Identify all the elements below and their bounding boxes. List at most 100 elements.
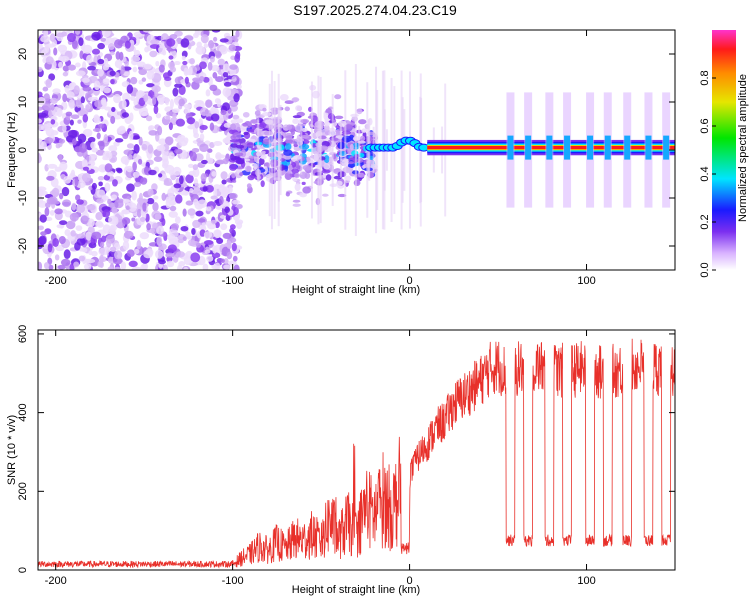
spectrogram-noise-blob (166, 111, 175, 116)
spectrogram-noise-blob (87, 136, 96, 143)
spectrogram-noise-blob (145, 213, 150, 223)
spectrogram-noise-blob (146, 83, 155, 88)
spectrogram-noise-blob (48, 264, 54, 270)
spectrogram-noise-blob (97, 42, 105, 50)
spectrogram-noise-blob (175, 194, 183, 204)
spectrogram-noise-blob (76, 204, 86, 214)
spectrogram-noise-blob (136, 239, 142, 250)
spectrogram-turbulence-blob (322, 173, 327, 179)
spectrogram-noise-blob (230, 80, 240, 86)
spectrogram-noise-blob (151, 183, 158, 191)
spectrogram-noise-blob (74, 62, 81, 68)
spectrogram-noise-blob (118, 198, 124, 203)
colorbar-ticks: 0.0 0.2 0.4 0.6 0.8 (699, 70, 716, 278)
spectrogram-turbulence-blob (263, 166, 268, 174)
spectrogram-noise-blob (199, 133, 205, 141)
spectrogram-noise-blob (215, 204, 223, 210)
spectrogram-streak (279, 104, 282, 196)
spectrogram-noise-blob (38, 66, 43, 73)
spectrogram-noise-blob (210, 195, 218, 200)
spectrogram-turbulence-blob (292, 176, 298, 182)
spectrogram-noise-blob (155, 60, 160, 67)
spectrogram-noise-blob (191, 147, 200, 153)
spectrogram-turbulence-blob (239, 172, 244, 176)
spectrogram-noise-blob (112, 257, 123, 265)
spectrogram-noise-blob (49, 33, 56, 42)
spectrogram-turbulence-blob (313, 153, 319, 162)
snr-frame (37, 329, 676, 571)
spectrogram-noise-blob (102, 156, 108, 161)
spectrogram-noise-blob (191, 227, 196, 235)
spectrogram-noise-blob (47, 110, 53, 118)
spectrogram-noise-blob (62, 71, 69, 77)
spectrogram-streak (339, 122, 342, 178)
spectrogram-noise-blob (40, 35, 50, 43)
snr-series-line (38, 338, 675, 569)
spectrogram-noise-blob (145, 115, 153, 122)
snr-ytick-label: 0 (17, 567, 29, 573)
spectrogram-noise-blob (111, 106, 116, 113)
spectrogram-noise-blob (209, 55, 215, 63)
spectrogram-noise-blob (59, 161, 68, 171)
spectrogram-noise-blob (193, 198, 199, 206)
spectrogram-noise-blob (81, 159, 88, 167)
spectrogram-noise-blob (85, 104, 90, 112)
spectrogram-noise-blob (209, 142, 215, 149)
spectrogram-turbulence-blob (323, 112, 330, 121)
spectrogram-noise-blob (195, 210, 204, 217)
spectrogram-noise-blob (68, 82, 75, 90)
spectrogram-streak (317, 75, 320, 225)
spectrogram-noise-blob (187, 124, 197, 130)
spectrogram-noise-blob (78, 255, 86, 262)
spectrogram-noise-blob (161, 218, 166, 226)
spectrogram-noise-blob (172, 113, 177, 119)
spectrogram-noise-blob (48, 73, 56, 81)
spectrogram-turbulence-blob (260, 180, 265, 188)
snr-ylabel: SNR (10 * v/v) (6, 415, 18, 485)
spectrogram-noise-blob (213, 140, 223, 146)
spectrogram-noise-blob (203, 231, 213, 239)
spectrogram-noise-blob (63, 249, 71, 260)
spectrogram-turbulence-blob (294, 172, 300, 179)
spectrogram-noise-blob (206, 255, 214, 262)
spectrogram-noise-blob (212, 245, 217, 254)
spectrogram-noise-blob (220, 223, 228, 231)
spectrogram-noise-blob (228, 192, 238, 200)
spectrogram-noise-blob (207, 61, 213, 71)
spectrogram-dropout-gap (604, 135, 611, 160)
spectrogram-noise-blob (54, 254, 60, 261)
spectrogram-noise-blob (85, 231, 93, 241)
spectrogram-noise-blob (73, 261, 80, 268)
spectrogram-noise-blob (91, 182, 97, 190)
spectrogram-noise-blob (122, 240, 130, 251)
spectrogram-noise-blob (126, 249, 135, 257)
spectrogram-noise-blob (169, 98, 174, 109)
spectrogram-noise-blob (235, 118, 244, 124)
spectrogram-noise-blob (185, 200, 194, 206)
spectrogram-noise-blob (171, 108, 180, 114)
spectrogram-noise-blob (143, 63, 152, 70)
spectrogram-noise-blob (91, 31, 101, 41)
spectrogram-noise-blob (132, 66, 138, 73)
spectrogram-noise-blob (220, 171, 228, 180)
spectrogram-noise-blob (185, 231, 191, 240)
spectrogram-noise-blob (139, 216, 146, 222)
spectrogram-noise-blob (172, 87, 179, 97)
spectrogram-noise-blob (219, 38, 229, 43)
spectrogram-noise-blob (196, 183, 205, 188)
spectrogram-noise-blob (106, 239, 112, 248)
spectrogram-noise-blob (59, 55, 70, 63)
spectrogram-noise-blob (203, 43, 209, 48)
spectrogram-noise-blob (220, 258, 225, 263)
spectrogram-noise-blob (148, 169, 157, 176)
spectrogram-xlabel: Height of straight line (km) (292, 284, 420, 296)
spectrogram-noise-blob (153, 195, 159, 200)
spectrogram-noise-blob (211, 252, 221, 259)
spectrogram-noise-blob (107, 266, 114, 270)
spectrogram-noise-blob (131, 266, 142, 270)
spectrogram-noise-blob (132, 135, 141, 140)
spectrogram-ytick-label: 0 (17, 147, 29, 153)
spectrogram-noise-blob (144, 46, 150, 53)
spectrogram-turbulence-blob (232, 179, 237, 183)
